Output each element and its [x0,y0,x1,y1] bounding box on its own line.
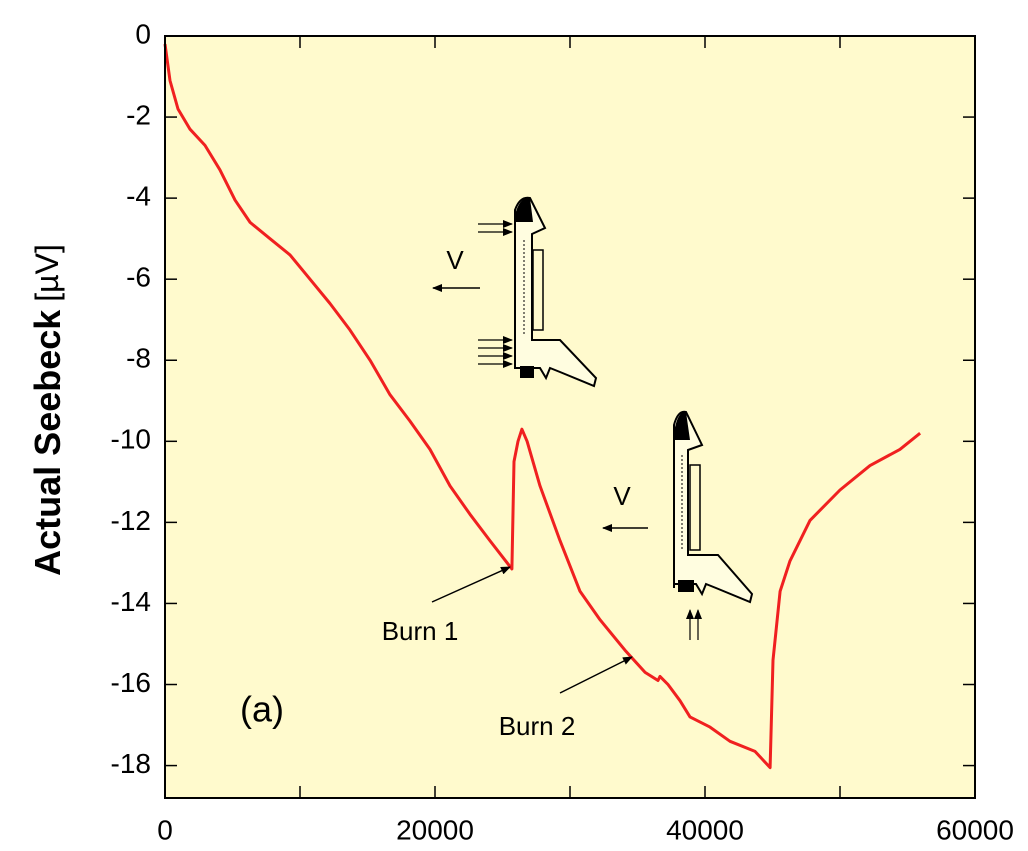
y-axis-title: Actual Seebeck [27,309,68,576]
shuttle-icon [478,196,598,388]
panel-label: (a) [240,689,284,730]
data-line [163,43,922,770]
y-tick-label: -10 [111,424,151,455]
y-tick-label: -6 [126,262,151,293]
annotation-arrow [559,656,633,694]
x-tick-label: 40000 [666,814,744,845]
x-tick-label: 20000 [396,814,474,845]
annotation-arrow [431,566,511,603]
annotation: V [613,481,631,511]
y-tick-label: -14 [111,586,151,617]
annotation: Burn 1 [382,616,459,646]
y-tick-label: -8 [126,343,151,374]
y-tick-label: -4 [126,181,151,212]
y-tick-label: 0 [135,18,151,49]
y-axis-label: Actual Seebeck [µV] [27,244,68,576]
annotation: Burn 2 [499,711,576,741]
y-tick-label: -16 [111,667,151,698]
y-tick-label: -12 [111,505,151,536]
plot-area [165,36,975,798]
y-axis-unit: [µV] [29,244,65,302]
shuttle-icon [673,410,754,640]
y-tick-label: -2 [126,99,151,130]
x-tick-label: 60000 [936,814,1014,845]
y-tick-label: -18 [111,748,151,779]
annotation: V [446,245,464,275]
x-tick-label: 0 [157,814,173,845]
